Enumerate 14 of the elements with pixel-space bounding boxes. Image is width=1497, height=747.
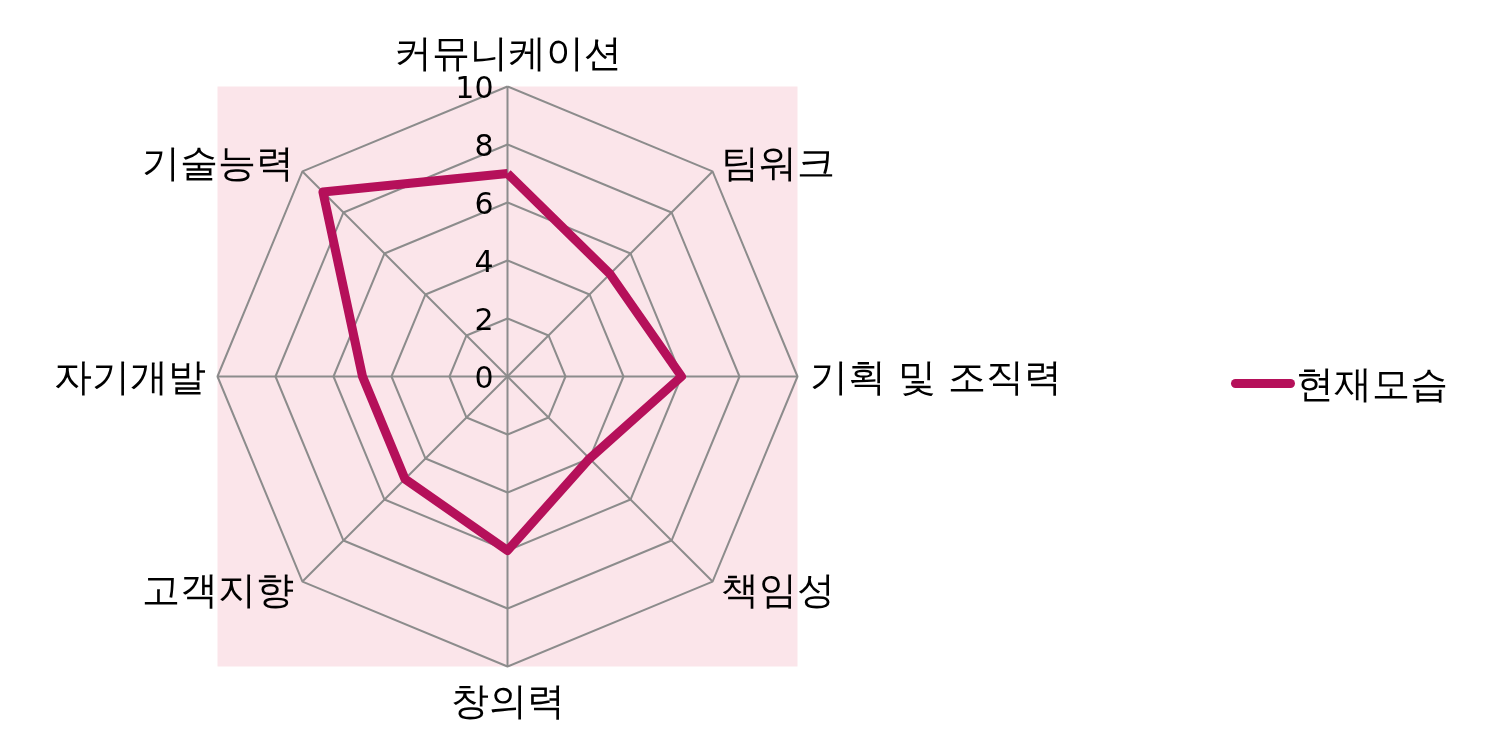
spoke-label: 기획 및 조직력 [809,354,1062,399]
spoke-label: 팀워크 [721,140,836,185]
y-tick-label: 6 [474,185,494,221]
spoke-label: 커뮤니케이션 [393,30,622,75]
y-tick-label: 2 [474,301,494,337]
y-tick-label: 8 [474,127,494,163]
legend-label: 현재모습 [1295,361,1448,406]
y-tick-label: 0 [474,359,494,395]
y-tick-label: 4 [474,243,494,279]
spoke-label: 기술능력 [141,140,294,185]
spoke-label: 자기개발 [53,354,206,399]
spoke-label: 고객지향 [141,568,294,613]
spoke-label: 책임성 [721,568,836,613]
spoke-label: 창의력 [450,678,565,723]
